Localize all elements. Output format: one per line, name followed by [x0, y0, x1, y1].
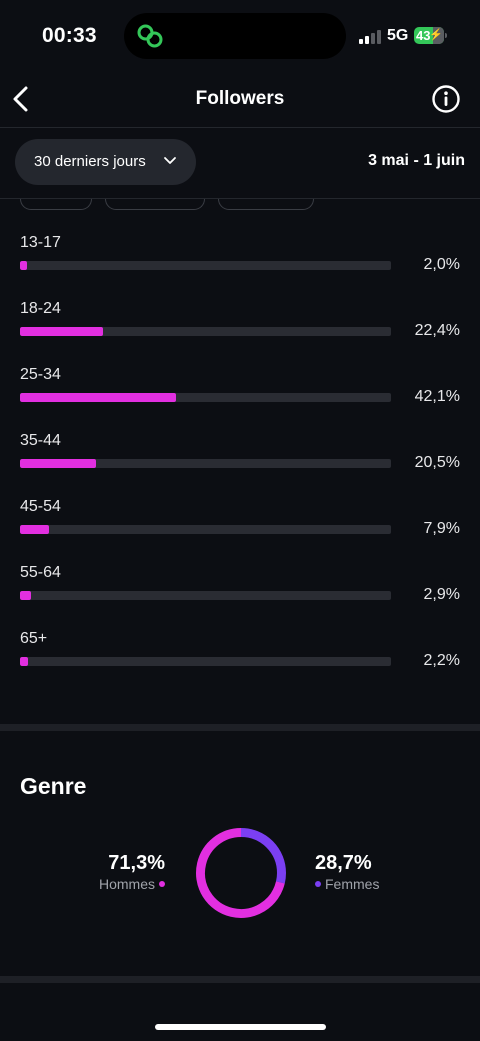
age-percent: 42,1% [414, 388, 460, 405]
age-bar [20, 459, 97, 468]
age-label: 25-34 [20, 366, 61, 383]
section-separator [0, 724, 480, 731]
dynamic-island [124, 13, 346, 59]
battery-icon: 43 ⚡ [414, 27, 444, 44]
filter-chip[interactable] [20, 199, 92, 210]
age-row: 13-17 2,0% [0, 234, 480, 294]
age-bar-track [20, 327, 391, 336]
age-bar-track [20, 591, 391, 600]
age-bar [20, 591, 31, 600]
men-label: Hommes [98, 876, 155, 892]
age-row: 25-34 42,1% [0, 366, 480, 426]
age-percent: 2,2% [423, 652, 460, 669]
women-legend-dot [315, 881, 321, 887]
divider [0, 127, 480, 128]
date-range: 3 mai - 1 juin [368, 152, 465, 169]
status-bar: 00:33 5G 43 ⚡ [0, 0, 480, 72]
men-percent: 71,3% [108, 852, 165, 874]
age-row: 55-64 2,9% [0, 564, 480, 624]
men-stat: 71,3% Hommes [99, 852, 165, 892]
age-percent: 7,9% [423, 520, 460, 537]
link-app-icon [137, 24, 163, 48]
age-percent: 20,5% [414, 454, 460, 471]
age-label: 35-44 [20, 432, 61, 449]
age-bar-track [20, 459, 391, 468]
period-label: 30 derniers jours [34, 153, 146, 170]
section-separator [0, 976, 480, 983]
age-label: 55-64 [20, 564, 61, 581]
age-bar [20, 393, 177, 402]
clock: 00:33 [42, 24, 97, 47]
battery-level: 43 [416, 28, 431, 43]
filter-chip[interactable] [218, 199, 314, 210]
age-label: 18-24 [20, 300, 61, 317]
gender-donut-chart [196, 828, 286, 918]
age-row: 35-44 20,5% [0, 432, 480, 492]
info-icon[interactable] [431, 84, 461, 114]
chevron-left-icon[interactable] [8, 82, 36, 116]
chevron-down-icon [164, 157, 176, 164]
donut-segment-women [196, 828, 286, 918]
age-percent: 22,4% [414, 322, 460, 339]
page-title: Followers [195, 88, 285, 109]
filter-chip[interactable] [105, 199, 205, 210]
women-percent: 28,7% [315, 852, 372, 874]
men-legend-dot [159, 881, 165, 887]
age-percent: 2,9% [423, 586, 460, 603]
age-bar [20, 261, 28, 270]
age-label: 65+ [20, 630, 48, 647]
age-bar [20, 657, 29, 666]
age-label: 45-54 [20, 498, 61, 515]
age-bar [20, 327, 104, 336]
age-label: 13-17 [20, 234, 61, 251]
cellular-signal-icon [359, 30, 383, 44]
age-bar [20, 525, 50, 534]
age-bar-track [20, 393, 391, 402]
age-bar-track [20, 525, 391, 534]
nav-bar: Followers [0, 72, 480, 128]
home-indicator[interactable] [155, 1024, 326, 1030]
donut-segment-men [196, 828, 286, 918]
women-label: Femmes [325, 876, 380, 892]
divider [0, 198, 480, 199]
age-bar-track [20, 657, 391, 666]
age-percent: 2,0% [423, 256, 460, 273]
age-row: 45-54 7,9% [0, 498, 480, 558]
women-stat: 28,7% Femmes [315, 852, 379, 892]
age-row: 18-24 22,4% [0, 300, 480, 360]
period-dropdown[interactable]: 30 derniers jours [15, 139, 196, 185]
section-title: Genre [20, 773, 87, 799]
age-bar-track [20, 261, 391, 270]
network-type: 5G [387, 27, 409, 44]
age-row: 65+ 2,2% [0, 630, 480, 690]
